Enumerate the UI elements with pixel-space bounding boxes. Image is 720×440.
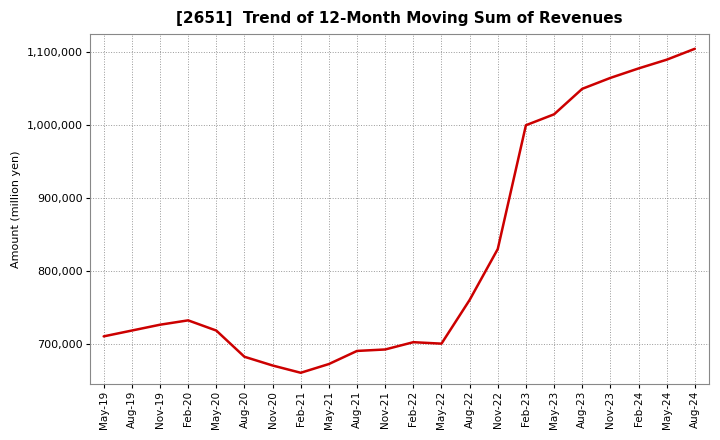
Y-axis label: Amount (million yen): Amount (million yen) [11, 150, 21, 268]
Title: [2651]  Trend of 12-Month Moving Sum of Revenues: [2651] Trend of 12-Month Moving Sum of R… [176, 11, 623, 26]
